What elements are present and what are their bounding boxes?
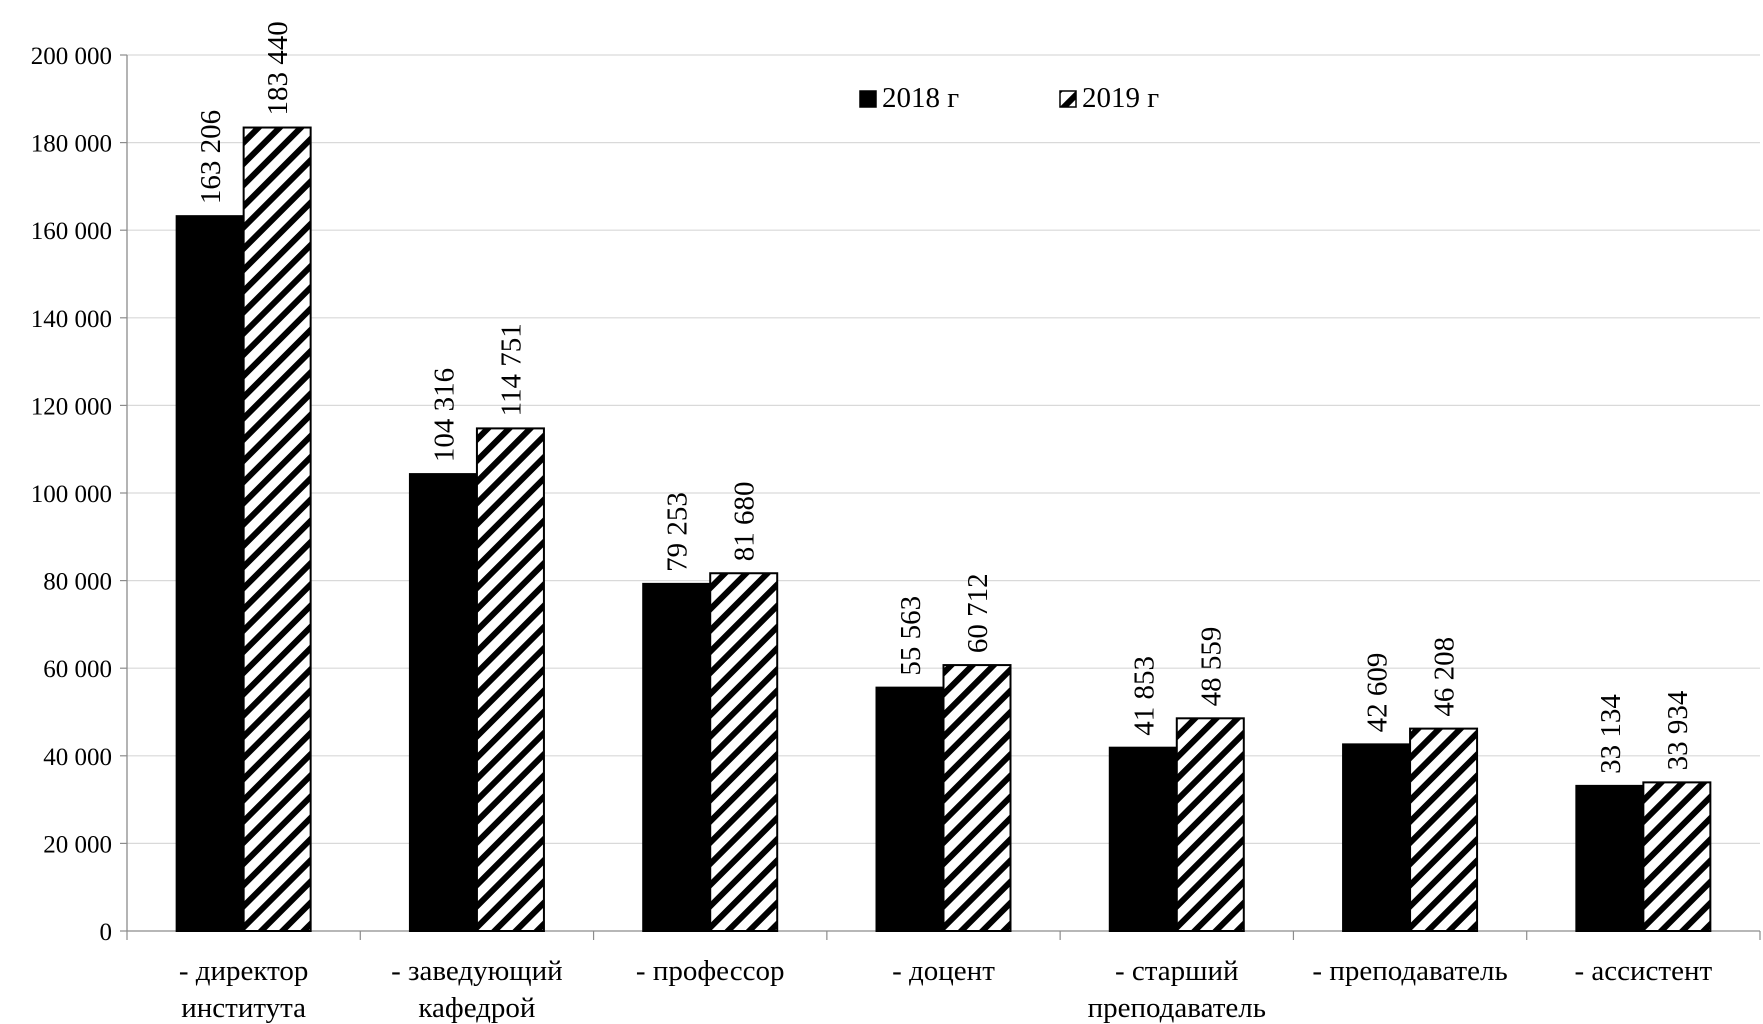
x-category-label: - заведующий [391, 955, 563, 987]
data-label: 46 208 [1429, 637, 1461, 717]
x-category-label: - доцент [892, 955, 995, 987]
x-category-label: кафедрой [418, 992, 535, 1024]
bar-series-1 [408, 473, 478, 932]
data-label: 183 440 [262, 21, 294, 115]
x-category-label: - преподаватель [1312, 955, 1507, 987]
y-axis-tick-labels: 0 20 000 40 000 60 000 80 000 100 000 120 000 1… [31, 43, 112, 946]
data-label: 55 563 [895, 596, 927, 676]
y-tick-label: 0 [100, 919, 113, 946]
data-label: 41 853 [1128, 656, 1160, 736]
data-label: 163 206 [195, 110, 227, 204]
bars [175, 126, 1712, 933]
bar-series-2 [709, 572, 779, 932]
y-tick-label: 120 000 [31, 393, 112, 420]
x-category-label: - ассистент [1575, 955, 1713, 987]
legend-label: 2018 г [882, 82, 959, 114]
legend-label: 2019 г [1082, 82, 1159, 114]
data-labels: 163 206 183 440 104 316 114 751 79 253 81 680… [195, 21, 1694, 774]
data-label: 33 134 [1595, 694, 1627, 774]
x-category-label: института [181, 992, 306, 1024]
data-label: 81 680 [729, 481, 761, 561]
data-label: 60 712 [962, 573, 994, 653]
y-tick-label: 180 000 [31, 131, 112, 158]
bar-series-2 [942, 664, 1012, 932]
y-tick-label: 20 000 [43, 831, 112, 858]
bar-series-1 [1575, 784, 1645, 933]
data-label: 48 559 [1195, 627, 1227, 707]
bar-series-1 [875, 686, 945, 932]
y-tick-label: 60 000 [43, 656, 112, 683]
bar-series-2 [1175, 717, 1245, 932]
data-label: 104 316 [428, 368, 460, 462]
y-tick-label: 160 000 [31, 218, 112, 245]
bar-series-2 [242, 126, 312, 933]
bar-series-2 [1642, 781, 1712, 932]
legend-swatch [1059, 90, 1077, 108]
y-tick-label: 100 000 [31, 481, 112, 508]
bar-series-1 [1342, 743, 1412, 932]
y-tick-label: 80 000 [43, 569, 112, 596]
x-axis-category-labels: - директор института - заведующий кафедрой -… [179, 955, 1713, 1024]
data-label: 42 609 [1362, 653, 1394, 733]
x-category-label: - профессор [636, 955, 785, 987]
x-category-label: преподаватель [1088, 992, 1266, 1024]
gridlines [127, 54, 1760, 845]
bar-series-2 [475, 427, 545, 932]
data-label: 114 751 [495, 323, 527, 416]
legend: 2018 г 2019 г [859, 82, 1159, 114]
y-tick-label: 140 000 [31, 306, 112, 333]
y-tick-label: 40 000 [43, 744, 112, 771]
x-category-label: - директор [179, 955, 309, 987]
bar-series-1 [1108, 746, 1178, 932]
bar-series-2 [1409, 727, 1479, 932]
y-tick-label: 200 000 [31, 43, 112, 70]
legend-swatch [859, 90, 877, 108]
x-category-label: - старший [1115, 955, 1239, 987]
data-label: 79 253 [662, 492, 694, 572]
data-label: 33 934 [1662, 690, 1694, 770]
bar-series-1 [175, 215, 245, 932]
bar-series-1 [642, 582, 712, 933]
